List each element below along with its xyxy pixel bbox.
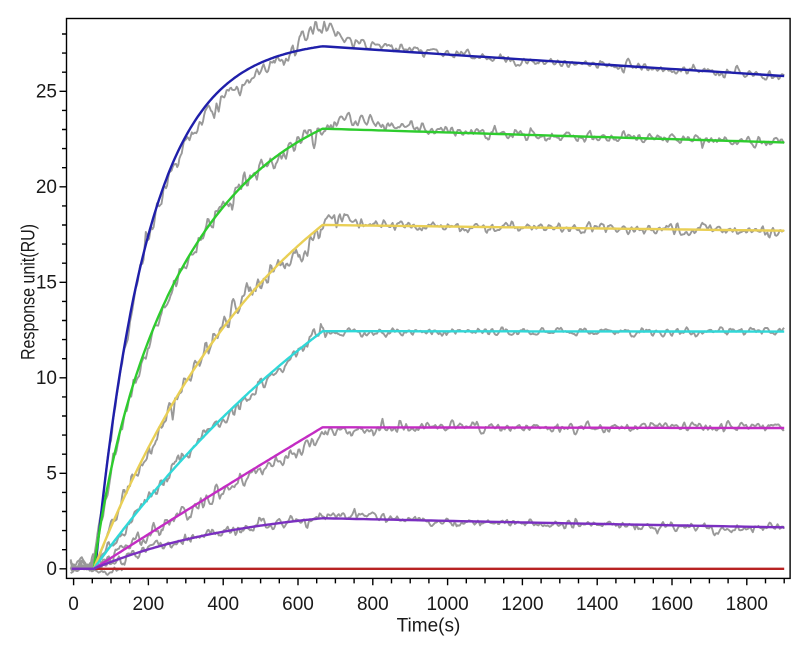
svg-text:Time(s): Time(s) <box>397 616 461 637</box>
svg-text:400: 400 <box>207 594 239 615</box>
svg-text:800: 800 <box>357 594 389 615</box>
svg-text:15: 15 <box>36 272 57 293</box>
svg-text:25: 25 <box>36 81 57 102</box>
svg-text:1800: 1800 <box>726 594 768 615</box>
svg-text:1000: 1000 <box>426 594 468 615</box>
svg-text:200: 200 <box>133 594 165 615</box>
svg-text:600: 600 <box>282 594 314 615</box>
svg-text:1400: 1400 <box>576 594 618 615</box>
svg-text:10: 10 <box>36 368 57 389</box>
svg-text:1600: 1600 <box>651 594 693 615</box>
svg-text:Response unit(RU): Response unit(RU) <box>19 224 40 360</box>
svg-text:20: 20 <box>36 177 57 198</box>
svg-text:0: 0 <box>46 559 57 580</box>
svg-text:5: 5 <box>46 463 57 484</box>
svg-text:1200: 1200 <box>501 594 543 615</box>
svg-text:0: 0 <box>68 594 79 615</box>
